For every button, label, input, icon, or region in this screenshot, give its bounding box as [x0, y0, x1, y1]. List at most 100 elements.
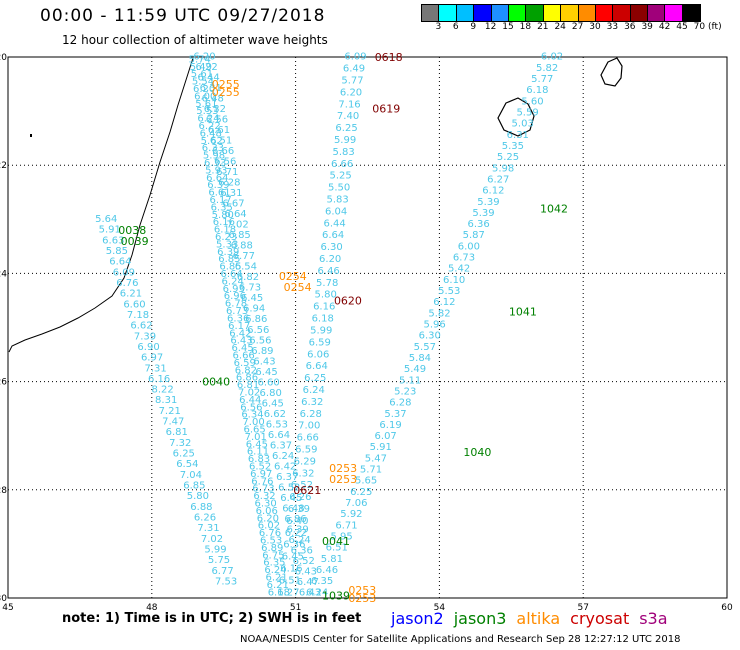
swh-value: 6.04	[325, 206, 347, 217]
map-frame	[7, 56, 728, 599]
swh-value: 6.30	[419, 331, 441, 342]
pass-label: 0253	[329, 473, 357, 486]
lat-tick-label: -28	[0, 486, 7, 496]
coast-islet	[30, 134, 32, 137]
swh-value: 6.31	[220, 188, 242, 199]
legend-item: altika	[516, 609, 561, 628]
swh-value: 5.62	[201, 136, 223, 147]
colorbar-label: (ft)	[708, 22, 722, 32]
swh-value: 7.00	[242, 417, 264, 428]
swh-value: 6.97	[141, 353, 163, 364]
swh-value: 6.94	[243, 304, 265, 315]
swh-value: 7.39	[134, 331, 156, 342]
swh-value: 6.59	[295, 444, 317, 455]
swh-value: 6.76	[259, 528, 281, 539]
swh-value: 6.36	[291, 545, 313, 556]
swh-value: 6.90	[137, 342, 159, 353]
swh-value: 6.86	[245, 314, 267, 325]
pass-label: 0253	[348, 584, 376, 597]
pass-label: 1040	[463, 446, 491, 459]
swh-value: 5.81	[321, 554, 343, 565]
swh-value: 5.77	[531, 74, 553, 85]
colorbar-swatch	[543, 5, 562, 21]
swh-value: 5.39	[477, 197, 499, 208]
swh-value: 6.97	[250, 469, 272, 480]
swh-value: 6.20	[193, 52, 215, 63]
lon-tick-label: 48	[146, 603, 158, 613]
swh-value: 6.02	[258, 521, 280, 532]
swh-value: 7.31	[144, 363, 166, 374]
swh-value: 6.12	[482, 186, 504, 197]
swh-value: 6.62	[130, 321, 152, 332]
colorbar-swatch	[474, 5, 492, 21]
colorbar-swatch	[456, 5, 475, 21]
swh-value: 5.57	[414, 342, 436, 353]
swh-value: 6.00	[458, 241, 480, 252]
swh-value: 5.50	[328, 183, 350, 194]
swh-value: 5.93	[205, 165, 227, 176]
swh-value: 6.28	[300, 409, 322, 420]
swh-value: 7.21	[159, 406, 181, 417]
swh-value: 6.30	[255, 498, 277, 509]
pass-label: 0619	[372, 102, 400, 115]
swh-value: 6.59	[309, 337, 331, 348]
pass-label: 0620	[334, 294, 362, 307]
swh-value: 5.80	[315, 290, 337, 301]
swh-value: 6.16	[313, 302, 335, 313]
lon-tick-label: 60	[721, 603, 733, 613]
colorbar-swatch	[595, 5, 614, 21]
pass-label: 0040	[202, 376, 230, 389]
swh-value: 6.39	[288, 504, 310, 515]
swh-value: 6.73	[239, 283, 261, 294]
colorbar-label: 33	[606, 22, 619, 32]
swh-value: 6.32	[301, 397, 323, 408]
swh-value: 6.48	[200, 128, 222, 139]
swh-value: 6.52	[249, 461, 271, 472]
colorbar-swatch	[665, 5, 683, 21]
colorbar-swatch	[508, 5, 527, 21]
legend-item: s3a	[639, 609, 668, 628]
swh-value: 6.16	[213, 217, 235, 228]
swh-value: 6.24	[303, 385, 325, 396]
swh-value: 6.73	[252, 484, 274, 495]
swh-value: 6.76	[116, 278, 138, 289]
swh-value: 6.64	[220, 269, 242, 280]
swh-value: 6.09	[113, 267, 135, 278]
swh-value: 5.61	[195, 99, 217, 110]
page-subtitle: 12 hour collection of altimeter wave hei…	[62, 33, 328, 47]
pass-label: 0254	[284, 281, 312, 294]
swh-value: 6.18	[214, 225, 236, 236]
swh-value: 5.25	[329, 171, 351, 182]
swh-value: 5.84	[409, 353, 431, 364]
swh-value: 6.07	[375, 431, 397, 442]
pass-label: 0255	[212, 78, 240, 91]
swh-value: 6.45	[282, 552, 304, 563]
colorbar-swatch	[526, 5, 544, 21]
swh-value: 6.33	[204, 158, 226, 169]
swh-value: 7.31	[197, 523, 219, 534]
wave-height-colorbar	[421, 4, 702, 22]
colorbar-label: 15	[502, 22, 514, 32]
pass-label: 0253	[329, 462, 357, 475]
swh-value: 5.53	[438, 286, 460, 297]
swh-value: 5.83	[326, 195, 348, 206]
swh-value: 6.21	[120, 289, 142, 300]
swh-value: 6.76	[251, 476, 273, 487]
footer-credit: NOAA/NESDIS Center for Satellite Applica…	[240, 634, 681, 645]
swh-value: 6.34	[241, 410, 263, 421]
swh-value: 6.42	[274, 461, 296, 472]
swh-value: 6.22	[195, 62, 217, 73]
swh-value: 5.49	[190, 62, 212, 73]
swh-value: 7.00	[298, 421, 320, 432]
swh-value: 6.20	[193, 84, 215, 95]
colorbar-label: 9	[470, 22, 477, 32]
swh-value: 7.06	[345, 498, 367, 509]
swh-value: 5.71	[360, 465, 382, 476]
swh-value: 6.66	[212, 146, 234, 157]
lon-tick-label: 51	[290, 603, 301, 613]
swh-value: 6.39	[286, 524, 308, 535]
swh-value: 6.32	[253, 491, 275, 502]
swh-value: 5.92	[340, 509, 362, 520]
swh-value: 6.25	[350, 487, 372, 498]
swh-value: 5.98	[203, 151, 225, 162]
